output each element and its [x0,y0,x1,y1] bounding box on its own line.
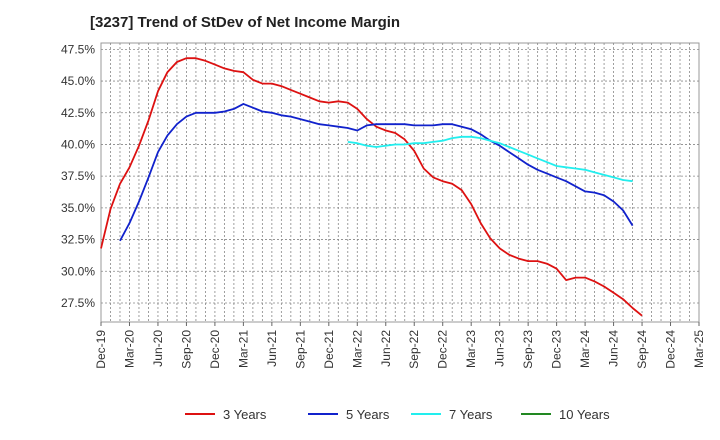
series-line-3-years [100,57,643,317]
x-tick-label: Dec-21 [322,330,336,369]
legend-label: 7 Years [449,407,493,422]
x-tick-label: Mar-23 [464,330,478,368]
x-tick-label: Jun-23 [493,330,507,367]
x-tick-label: Mar-22 [350,330,364,368]
x-tick-label: Dec-19 [94,330,108,369]
y-tick-label: 32.5% [61,233,95,247]
x-tick-label: Dec-22 [436,330,450,369]
x-tick-label: Dec-24 [664,330,678,369]
x-tick-label: Mar-21 [236,330,250,368]
x-tick-label: Sep-20 [179,330,193,369]
x-tick-label: Sep-22 [407,330,421,369]
x-tick-label: Mar-24 [578,330,592,368]
x-tick-label: Sep-23 [521,330,535,369]
chart-title: [3237] Trend of StDev of Net Income Marg… [90,14,401,31]
x-tick-label: Jun-20 [151,330,165,367]
axis-layer: 47.5% 45.0% 42.5% 40.0% 37.5% 35.0% 32.5% 30.0%… [61,42,706,368]
y-tick-label: 47.5% [61,42,95,56]
y-tick-label: 40.0% [61,137,95,151]
y-tick-label: 37.5% [61,169,95,183]
series-layer [100,57,643,317]
x-tick-label: Sep-24 [635,330,649,369]
plot-frame [100,42,700,323]
legend-label: 3 Years [223,407,267,422]
x-tick-label: Dec-20 [208,330,222,369]
x-tick-label: Jun-21 [265,330,279,367]
grid-layer [100,42,700,323]
y-tick-label: 30.0% [61,264,95,278]
y-tick-label: 42.5% [61,106,95,120]
x-tick-label: Mar-20 [122,330,136,368]
series-line-7-years [347,135,633,183]
legend-label: 10 Years [559,407,610,422]
legend: 3 Years 5 Years 7 Years 10 Years [185,407,610,422]
legend-label: 5 Years [346,407,390,422]
x-tick-label: Jun-24 [607,330,621,367]
series-line-5-years [119,103,634,242]
x-tick-label: Sep-21 [293,330,307,369]
x-tick-label: Dec-23 [550,330,564,369]
x-tick-label: Mar-25 [692,330,706,368]
y-tick-label: 45.0% [61,74,95,88]
y-tick-label: 35.0% [61,201,95,215]
y-tick-label: 27.5% [61,296,95,310]
x-tick-label: Jun-22 [379,330,393,367]
